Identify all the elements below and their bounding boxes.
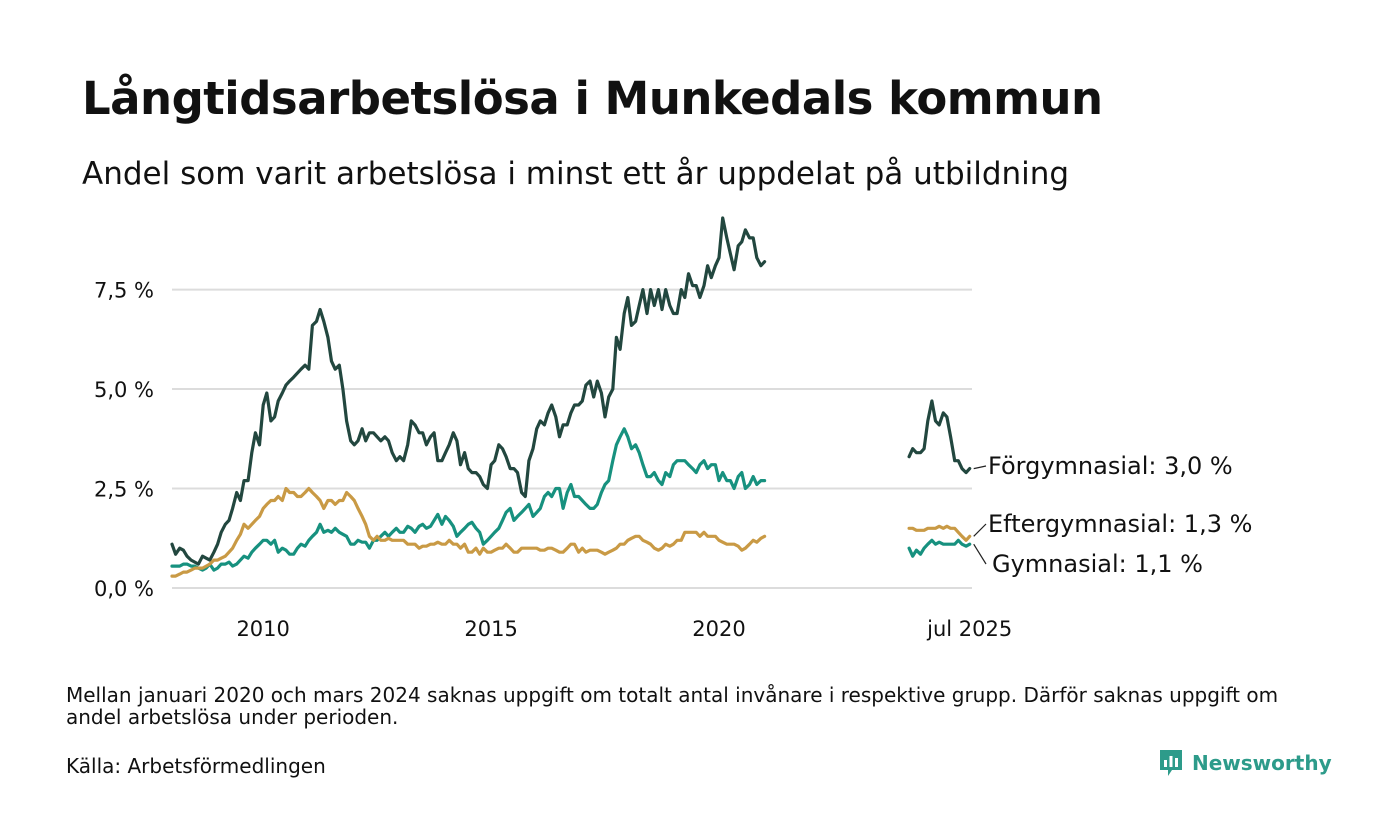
brand-logo: Newsworthy xyxy=(1158,748,1332,778)
end-label-gymnasial: Gymnasial: 1,1 % xyxy=(992,550,1203,578)
x-tick-label: 2020 xyxy=(692,617,745,641)
end-label-eftergymnasial: Eftergymnasial: 1,3 % xyxy=(988,510,1252,538)
series-end-labels: Förgymnasial: 3,0 % Gymnasial: 1,1 % Efter… xyxy=(973,452,1252,578)
y-tick-label: 0,0 % xyxy=(94,577,154,601)
y-axis-tick-labels: 0,0 % 2,5 % 5,0 % 7,5 % xyxy=(94,279,154,601)
end-label-förgymnasial: Förgymnasial: 3,0 % xyxy=(988,452,1233,480)
label-leader-line xyxy=(973,465,987,470)
chart-subtitle: Andel som varit arbetslösa i minst ett å… xyxy=(82,156,1070,192)
series-line-eftergymnasial xyxy=(170,486,767,578)
y-tick-label: 5,0 % xyxy=(94,378,154,402)
y-tick-label: 2,5 % xyxy=(94,478,154,502)
series-lines xyxy=(170,216,972,578)
series-line-förgymnasial xyxy=(907,399,972,475)
source-note: Källa: Arbetsförmedlingen xyxy=(66,754,326,778)
series-line-gymnasial xyxy=(907,538,972,558)
x-tick-label: 2015 xyxy=(464,617,517,641)
chart-title: Långtidsarbetslösa i Munkedals kommun xyxy=(82,72,1103,125)
newsworthy-logo-icon xyxy=(1160,750,1182,776)
x-tick-label: 2010 xyxy=(236,617,289,641)
x-axis-tick-labels: 2010 2015 2020 jul 2025 xyxy=(236,617,1012,641)
gridlines xyxy=(172,288,972,589)
footnote: Mellan januari 2020 och mars 2024 saknas… xyxy=(66,683,1279,729)
label-leader-line xyxy=(973,543,987,565)
series-line-förgymnasial xyxy=(170,216,767,566)
x-tick-label: jul 2025 xyxy=(926,617,1012,641)
series-line-eftergymnasial xyxy=(907,524,972,542)
series-line-gymnasial xyxy=(170,427,767,572)
label-leader-line xyxy=(973,523,987,537)
y-tick-label: 7,5 % xyxy=(94,279,154,303)
brand-name: Newsworthy xyxy=(1192,751,1332,775)
